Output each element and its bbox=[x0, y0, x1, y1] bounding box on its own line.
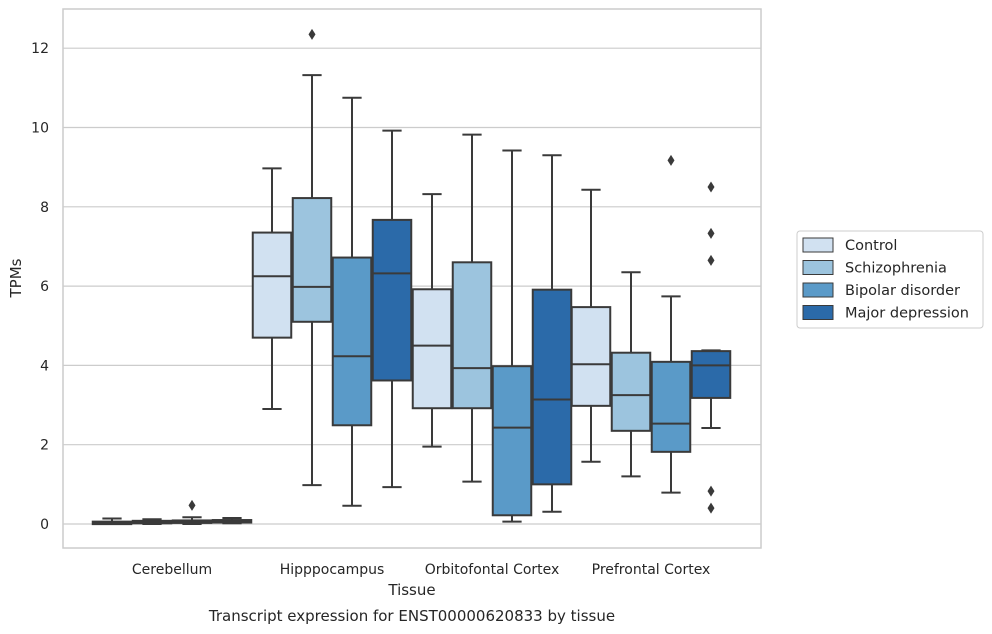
y-tick-label-6: 6 bbox=[40, 279, 49, 295]
legend-swatch bbox=[802, 305, 834, 320]
series-bipolar-disorder bbox=[171, 96, 692, 525]
x-tick-label-4: Prefrontal Cortex bbox=[592, 562, 711, 578]
box-iqr bbox=[650, 360, 692, 453]
box-3 bbox=[411, 193, 453, 448]
x-tick-label-1: Cerebellum bbox=[132, 562, 212, 578]
legend-items: Control Schizophrenia Bipolar disorder Majo… bbox=[802, 237, 969, 322]
y-axis-title: TPMs bbox=[7, 258, 25, 298]
box-plot-series bbox=[91, 28, 732, 526]
box-iqr bbox=[291, 197, 333, 323]
legend: Control Schizophrenia Bipolar disorder Majo… bbox=[796, 230, 984, 329]
box-iqr bbox=[411, 288, 453, 410]
outlier-point-4 bbox=[707, 485, 715, 497]
box-3 bbox=[531, 154, 573, 513]
legend-swatch bbox=[802, 237, 834, 253]
legend-label: Bipolar disorder bbox=[845, 283, 960, 299]
box-iqr bbox=[331, 256, 373, 427]
legend-label: Schizophrenia bbox=[845, 261, 947, 277]
legend-label: Major depression bbox=[845, 306, 969, 322]
outlier-point-1 bbox=[707, 181, 715, 193]
y-tick-label-2: 2 bbox=[40, 438, 49, 454]
series-schizophrenia bbox=[131, 28, 652, 525]
box-iqr bbox=[491, 365, 533, 517]
box-1 bbox=[91, 517, 133, 526]
box-iqr bbox=[690, 350, 732, 399]
legend-label: Control bbox=[845, 238, 897, 254]
y-tick-label-0: 0 bbox=[40, 517, 49, 533]
x-axis-title: Tissue bbox=[387, 581, 435, 599]
outlier-point-5 bbox=[707, 502, 715, 514]
legend-frame bbox=[796, 230, 984, 329]
box-3 bbox=[451, 133, 493, 483]
legend-swatch bbox=[802, 282, 834, 298]
plot-frame bbox=[62, 8, 762, 549]
outlier-point-1 bbox=[667, 154, 675, 166]
x-tick-label-2: Hipppocampus bbox=[280, 562, 385, 578]
series-control bbox=[91, 167, 612, 526]
y-tick-label-10: 10 bbox=[31, 121, 49, 137]
y-tick-label-12: 12 bbox=[31, 41, 49, 57]
outlier-point-3 bbox=[707, 254, 715, 266]
box-2 bbox=[291, 28, 333, 487]
legend-item-control: Control bbox=[802, 237, 897, 254]
box-4 bbox=[570, 188, 612, 463]
box-2 bbox=[251, 167, 293, 411]
x-tick-label-3: Orbitofontal Cortex bbox=[425, 562, 560, 578]
box-2 bbox=[331, 96, 373, 507]
x-tick-labels: Cerebellum Hipppocampus Orbitofontal Corte… bbox=[132, 562, 710, 578]
figure-caption: Transcript expression for ENST0000062083… bbox=[208, 607, 615, 625]
box-iqr bbox=[371, 218, 413, 382]
box-3 bbox=[491, 149, 533, 523]
outlier-point-1 bbox=[308, 28, 316, 40]
legend-item-schizophrenia: Schizophrenia bbox=[802, 260, 947, 277]
box-1 bbox=[171, 499, 213, 525]
box-iqr bbox=[610, 351, 652, 432]
box-1 bbox=[211, 517, 253, 525]
box-iqr bbox=[251, 231, 293, 339]
box-4 bbox=[690, 181, 732, 514]
box-2 bbox=[371, 129, 413, 489]
y-tick-labels: 0 2 4 6 8 10 12 bbox=[31, 41, 49, 533]
legend-item-bipolar-disorder: Bipolar disorder bbox=[802, 282, 960, 299]
box-4 bbox=[610, 271, 652, 478]
box-1 bbox=[131, 518, 173, 525]
box-iqr bbox=[451, 261, 493, 410]
series-major-depression bbox=[211, 129, 732, 525]
legend-swatch bbox=[802, 260, 834, 275]
box-iqr bbox=[531, 288, 573, 486]
legend-item-major-depression: Major depression bbox=[802, 305, 969, 322]
y-tick-label-8: 8 bbox=[40, 200, 49, 216]
y-tick-label-4: 4 bbox=[40, 358, 49, 374]
outlier-point-2 bbox=[707, 227, 715, 239]
box-iqr bbox=[570, 306, 612, 407]
box-4 bbox=[650, 154, 692, 494]
outlier-point-1 bbox=[188, 499, 196, 511]
